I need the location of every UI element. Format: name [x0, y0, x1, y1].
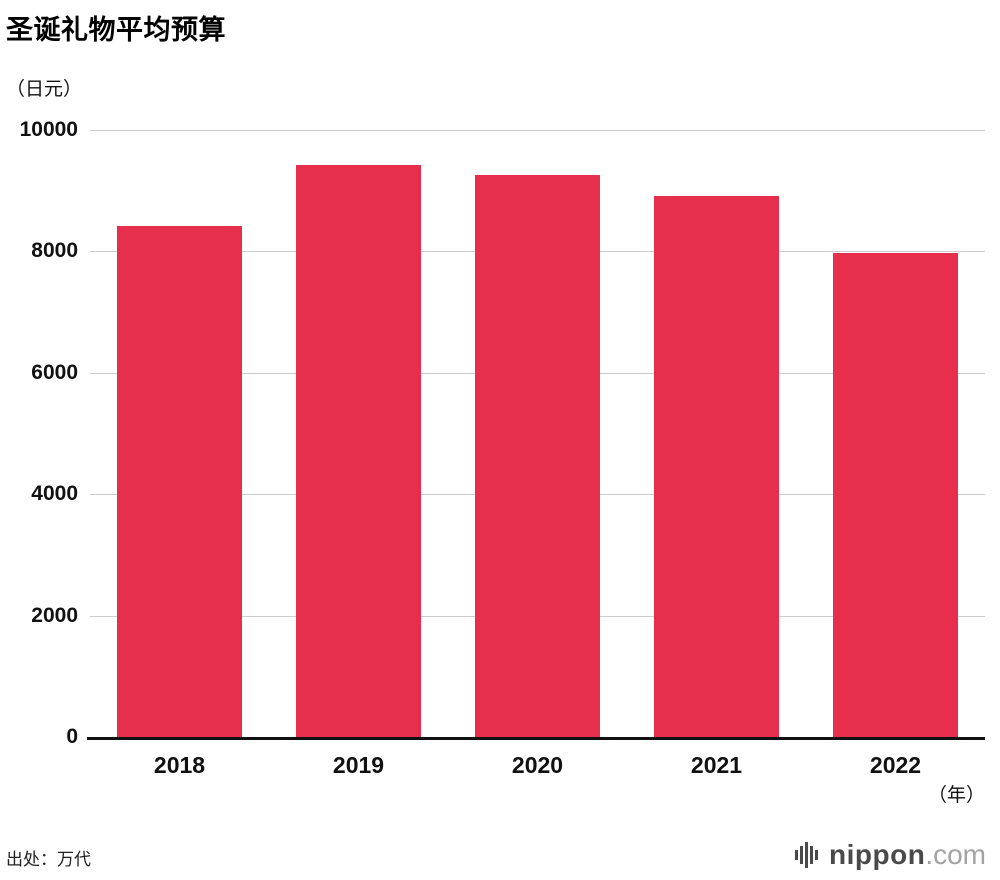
logo-text-suffix: .com: [925, 839, 986, 870]
x-tick-label-2021: 2021: [690, 752, 743, 778]
chart-title: 圣诞礼物平均预算: [6, 15, 226, 45]
logo-mark-icon: [795, 842, 819, 868]
source-label: 出处：万代: [6, 850, 91, 869]
y-tick-label-6000: 6000: [31, 360, 78, 384]
bar-2019: [296, 165, 421, 737]
x-tick-label-2020: 2020: [511, 752, 564, 778]
bar-2021: [654, 196, 779, 737]
y-tick-label-10000: 10000: [19, 118, 78, 141]
y-tick-label-4000: 4000: [31, 482, 78, 506]
y-tick-label-2000: 2000: [31, 603, 78, 627]
bar-2020: [475, 174, 600, 737]
y-axis-unit-label: （日元）: [6, 79, 83, 100]
nippon-logo: nippon.com: [795, 838, 986, 872]
y-tick-label-0: 0: [66, 725, 78, 748]
plot-area: 0 2000 4000 6000 8000 10000 2018 2019 2020 2021 20…: [20, 118, 985, 778]
x-axis-baseline: [87, 737, 985, 740]
x-tick-label-2022: 2022: [869, 752, 922, 778]
x-axis-unit-label: （年）: [927, 785, 985, 806]
logo-text-main: nippon: [829, 839, 926, 870]
y-tick-label-8000: 8000: [31, 239, 78, 263]
bar-2022: [833, 253, 958, 737]
gridline-10000: [90, 130, 985, 131]
x-tick-label-2019: 2019: [332, 752, 385, 778]
bar-2018: [117, 226, 242, 737]
x-tick-label-2018: 2018: [153, 752, 206, 778]
